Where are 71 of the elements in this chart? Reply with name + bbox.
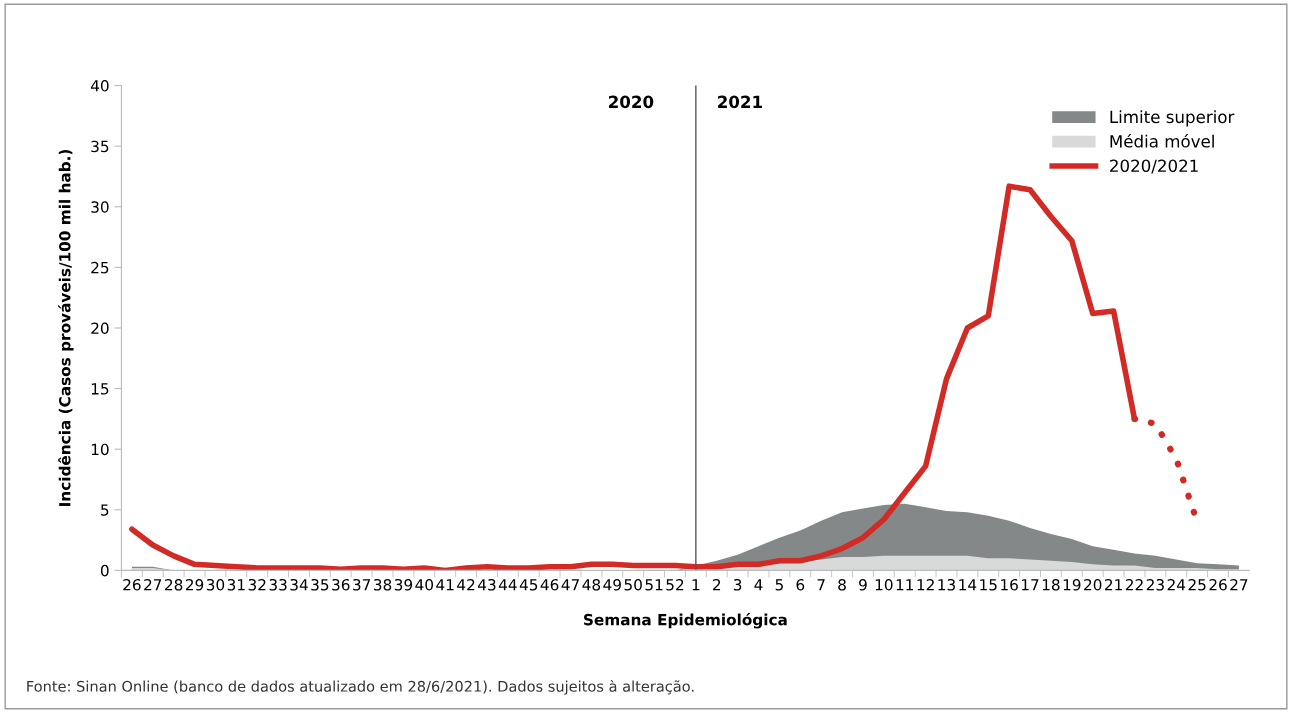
x-tick-label: 30 (206, 579, 225, 591)
x-tick-label: 31 (227, 579, 245, 591)
source-note: Fonte: Sinan Online (banco de dados atualizado em 28/6/2021). Dados sujeitos à alteração. (27, 679, 694, 695)
x-tick-label: 37 (353, 579, 371, 591)
x-tick-label: 33 (269, 579, 287, 591)
x-tick-label: 9 (859, 579, 867, 591)
x-tick-label: 5 (775, 579, 783, 591)
x-tick-label: 22 (1125, 579, 1143, 591)
x-tick-label: 38 (373, 579, 392, 591)
x-tick-label: 23 (1146, 579, 1164, 591)
ref-line-label: 2021 (718, 95, 762, 109)
x-tick-label: 7 (817, 579, 825, 591)
x-tick-label: 24 (1167, 579, 1186, 591)
legend-label: Limite superior (1110, 110, 1235, 127)
legend-label: Média móvel (1110, 134, 1214, 148)
x-tick-label: 3 (733, 579, 742, 591)
x-tick-label: 46 (540, 579, 559, 591)
y-tick-label: 35 (91, 140, 109, 153)
y-tick-label: 15 (91, 383, 109, 395)
x-tick-label: 43 (478, 579, 496, 591)
x-tick-label: 26 (1209, 579, 1227, 591)
x-tick-label: 50 (624, 579, 642, 591)
x-tick-label: 6 (796, 579, 805, 591)
x-tick-label: 2 (713, 579, 721, 591)
x-tick-label: 11 (896, 579, 914, 591)
x-tick-label: 34 (290, 579, 308, 591)
x-tick-label: 19 (1063, 579, 1081, 591)
x-tick-label: 25 (1188, 579, 1206, 591)
x-tick-label: 51 (645, 579, 663, 591)
x-axis-title: Semana Epidemiológica (584, 612, 787, 629)
x-tick-label: 29 (185, 579, 204, 591)
x-tick-label: 36 (332, 579, 350, 591)
x-tick-label: 44 (498, 579, 517, 591)
y-tick-label: 5 (101, 504, 109, 516)
x-tick-label: 52 (666, 579, 684, 591)
x-tick-label: 27 (1230, 579, 1248, 591)
x-tick-label: 18 (1042, 579, 1060, 591)
x-tick-label: 1 (692, 579, 700, 591)
x-tick-label: 49 (603, 579, 621, 591)
x-tick-label: 8 (838, 579, 846, 591)
legend-label: 2020/2021 (1110, 159, 1198, 174)
x-tick-label: 10 (875, 579, 893, 591)
y-tick-label: 25 (91, 261, 109, 274)
x-tick-label: 42 (457, 579, 475, 591)
x-tick-label: 13 (938, 579, 955, 591)
x-tick-label: 15 (980, 579, 997, 591)
x-tick-label: 27 (144, 579, 162, 591)
x-tick-label: 39 (394, 579, 413, 591)
y-tick-label: 20 (91, 322, 109, 334)
x-tick-label: 20 (1084, 579, 1102, 591)
x-tick-label: 21 (1105, 579, 1122, 591)
x-tick-label: 17 (1022, 579, 1039, 591)
annotation: 2020 (609, 95, 654, 109)
x-tick-label: 40 (415, 579, 434, 591)
x-tick-label: 16 (1001, 579, 1018, 591)
x-tick-label: 26 (123, 579, 141, 591)
x-tick-label: 41 (436, 579, 454, 591)
x-tick-label: 45 (519, 579, 538, 591)
x-tick-label: 32 (248, 579, 266, 591)
y-tick-label: 40 (90, 80, 109, 92)
x-tick-label: 4 (754, 579, 763, 591)
y-tick-label: 0 (100, 564, 109, 577)
x-tick-label: 48 (582, 579, 601, 591)
x-tick-label: 35 (311, 579, 329, 591)
x-tick-label: 12 (917, 579, 934, 591)
y-tick-label: 10 (91, 443, 109, 456)
x-tick-label: 14 (959, 579, 977, 591)
y-tick-label: 30 (91, 201, 109, 213)
x-tick-label: 28 (165, 579, 183, 591)
x-tick-label: 47 (561, 579, 579, 591)
y-axis-title: Incidência (Casos prováveis/100 mil hab.) (58, 149, 74, 506)
